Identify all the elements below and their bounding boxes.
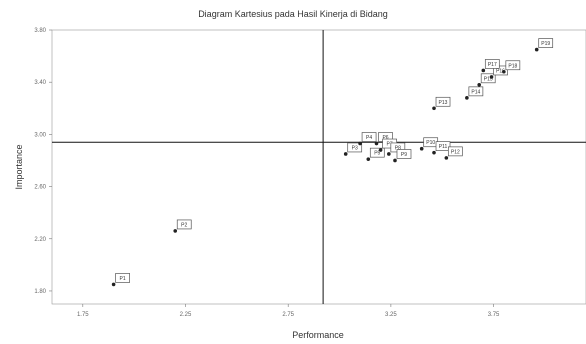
point-label: P9 [401, 152, 407, 158]
point-label: P7 [387, 142, 393, 148]
data-point [378, 148, 383, 152]
x-tick-label: 3.25 [385, 312, 397, 318]
data-point [444, 156, 449, 160]
point-label: P1 [120, 276, 126, 282]
point-label: P14 [471, 89, 480, 95]
point-label: P6 [382, 135, 388, 141]
y-tick-label: 3.40 [34, 80, 46, 86]
point-label: P5 [374, 151, 380, 157]
point-label: P16 [496, 68, 505, 74]
x-tick-label: 1.75 [77, 312, 89, 318]
data-point [374, 141, 379, 146]
point-label-box [176, 219, 192, 230]
y-tick-label: 2.20 [34, 237, 46, 243]
point-label: P11 [439, 144, 448, 150]
point-label-box [435, 141, 451, 151]
y-tick-label: 3.80 [34, 28, 46, 34]
point-label-box [538, 38, 554, 48]
y-tick-label: 2.60 [34, 185, 46, 191]
y-axis-title: Importance [14, 144, 24, 189]
y-tick-label: 3.00 [34, 132, 46, 138]
y-tick-label: 1.80 [34, 289, 46, 295]
data-point [502, 69, 506, 74]
point-label-box [493, 65, 508, 76]
point-label: P2 [181, 222, 187, 228]
point-label-box [396, 149, 412, 159]
point-label: P4 [366, 135, 372, 141]
x-axis-title: Performance [292, 330, 344, 340]
data-point [387, 152, 391, 156]
point-label: P18 [508, 63, 517, 69]
point-label-box [361, 132, 377, 142]
x-tick-label: 2.25 [180, 312, 192, 318]
data-point [343, 152, 348, 156]
point-label: P13 [439, 100, 448, 106]
point-label: P10 [426, 140, 435, 146]
point-label-box [480, 73, 496, 84]
data-point [432, 150, 436, 155]
data-point [393, 158, 397, 163]
reference-lines [52, 30, 586, 304]
point-label-box [484, 59, 500, 69]
data-point [534, 47, 539, 52]
data-point [358, 141, 362, 146]
data-point [419, 146, 424, 151]
point-label-box [468, 86, 484, 97]
data-point [489, 75, 494, 79]
point-label-box [115, 273, 130, 283]
point-label: P12 [451, 149, 460, 155]
data-point [477, 83, 482, 87]
point-label: P19 [541, 41, 550, 47]
data-point [366, 157, 371, 161]
data-points: P1P2P3P4P5P6P7P8P9P10P11P12P13P14P15P16P… [111, 38, 554, 287]
x-tick-label: 3.75 [488, 312, 500, 318]
point-label-box [435, 96, 451, 107]
data-point [111, 282, 116, 287]
point-label: P15 [484, 76, 493, 82]
data-point [465, 96, 469, 100]
point-label-box [447, 146, 463, 157]
point-label: P8 [395, 145, 401, 151]
chart-title: Diagram Kartesius pada Hasil Kinerja di … [198, 9, 388, 19]
point-label-box [505, 60, 521, 71]
data-point [173, 229, 178, 233]
axis-ticks: 1.75 2.25 2.75 3.25 3.75 1.80 2.20 2.60 3.00 3.40… [34, 28, 500, 318]
plot-frame [51, 29, 586, 305]
data-point [432, 106, 436, 111]
point-label-box [347, 142, 363, 153]
point-label-box [369, 147, 385, 158]
x-tick-label: 2.75 [282, 312, 294, 318]
point-label: P3 [352, 145, 358, 151]
point-label: P17 [488, 62, 497, 68]
data-point [481, 68, 486, 73]
